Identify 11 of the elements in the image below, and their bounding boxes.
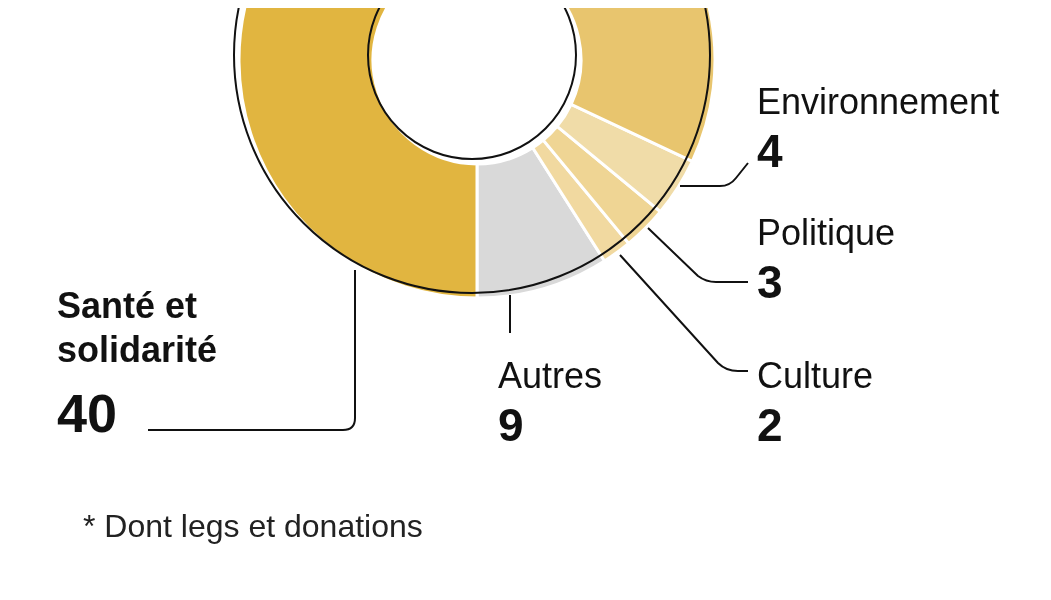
slice-label: Autres — [498, 354, 604, 398]
slice-label: Santé et solidarité — [57, 284, 219, 372]
data-label: 2 — [757, 398, 784, 452]
text: * Dont legs et donations — [83, 508, 423, 545]
data-label: 3 — [757, 255, 784, 309]
data-label: 40 — [57, 382, 119, 445]
data-label: 9 — [498, 398, 525, 452]
slice-label: Culture — [757, 354, 875, 398]
data-label: 4 — [757, 124, 784, 178]
slice-label: Politique — [757, 211, 897, 255]
slice-label: Environnement — [757, 80, 1001, 124]
